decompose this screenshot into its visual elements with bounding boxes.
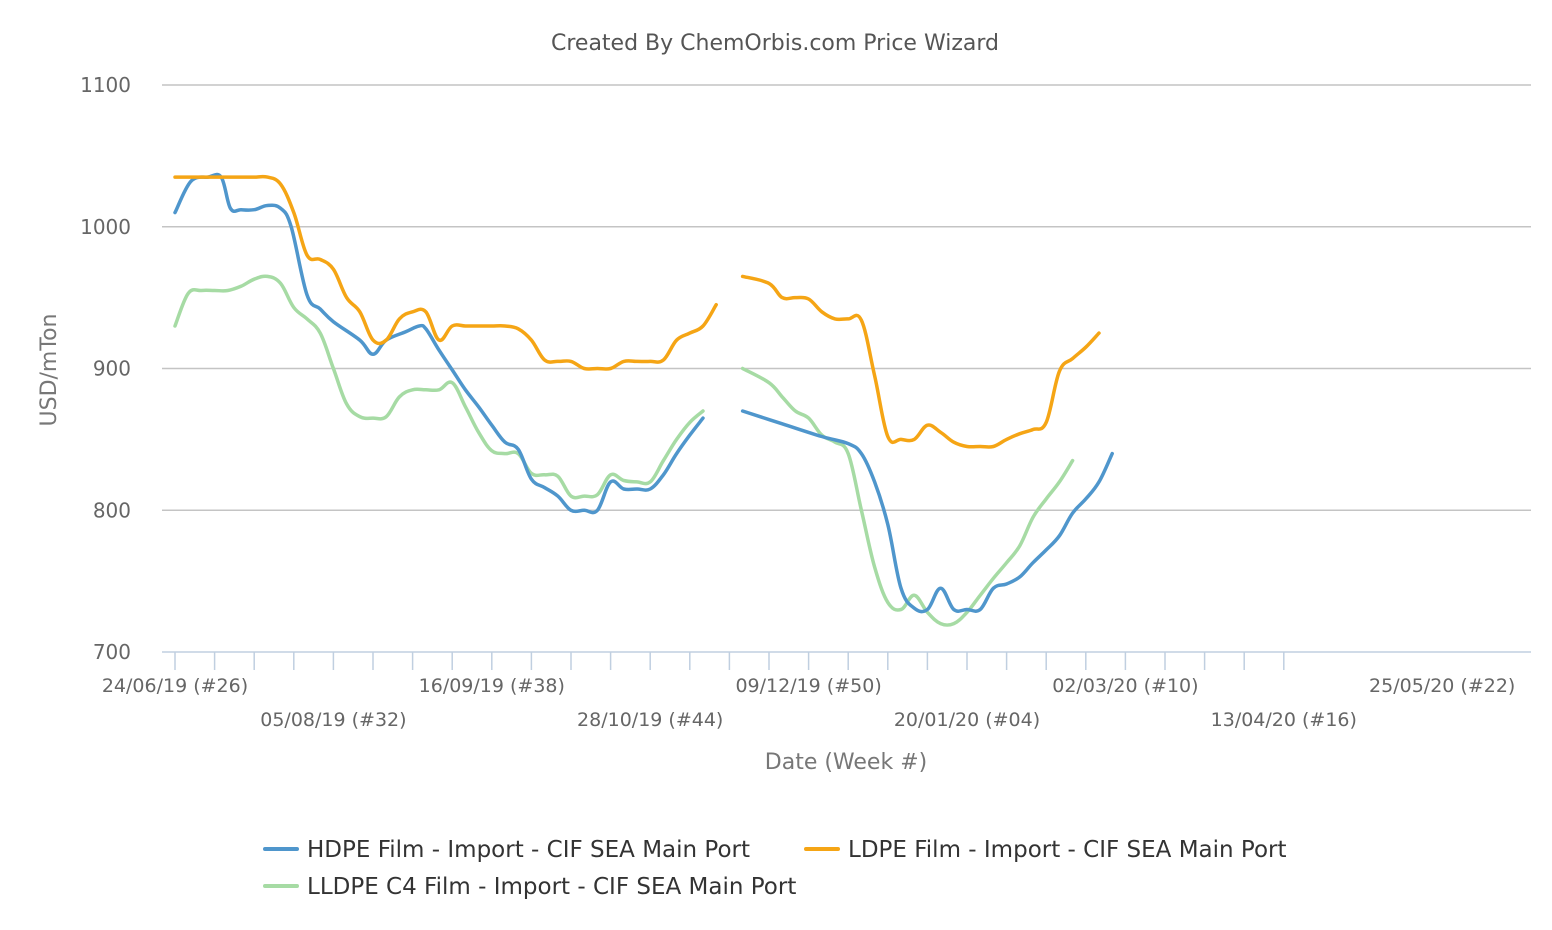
x-tick-label: 16/09/19 (#38) [419,675,565,697]
y-tick-label: 800 [93,498,131,522]
legend-label: HDPE Film - Import - CIF SEA Main Port [307,837,750,863]
x-tick-label: 02/03/20 (#10) [1052,675,1198,697]
series-line-hdpe-segment-2 [740,409,1114,614]
chart-title: Created By ChemOrbis.com Price Wizard [551,31,999,56]
x-tick-label: 25/05/20 (#22) [1369,675,1515,697]
grid-lines [162,84,1531,511]
legend-label: LDPE Film - Import - CIF SEA Main Port [848,837,1287,863]
legend-item-lldpe[interactable]: LLDPE C4 Film - Import - CIF SEA Main Po… [263,874,796,900]
y-tick-label: 1100 [80,73,131,97]
series-lines [173,172,1114,627]
legend-label: LLDPE C4 Film - Import - CIF SEA Main Po… [307,874,796,900]
y-axis-ticks: 700 800 900 1000 1100 [80,73,131,664]
x-axis-title: Date (Week #) [765,750,927,775]
x-tick-label: 09/12/19 (#50) [735,675,881,697]
series-line-lldpe-segment-2 [740,366,1075,627]
legend-item-ldpe[interactable]: LDPE Film - Import - CIF SEA Main Port [804,837,1287,863]
x-tick-label: 13/04/20 (#16) [1211,709,1357,731]
y-tick-label: 700 [93,640,131,664]
y-axis-title: USD/mTon [37,314,62,427]
series-line-ldpe [173,174,718,371]
x-tick-label: 20/01/20 (#04) [894,709,1040,731]
legend-item-hdpe[interactable]: HDPE Film - Import - CIF SEA Main Port [263,837,750,863]
x-tick-label: 24/06/19 (#26) [102,675,248,697]
series-line-hdpe [173,172,705,515]
series-line-ldpe-segment-2 [740,274,1101,449]
y-tick-label: 1000 [80,215,131,239]
series-line-lldpe [173,274,705,500]
y-tick-label: 900 [93,357,131,381]
x-tick-label: 28/10/19 (#44) [577,709,723,731]
x-tick-label: 05/08/19 (#32) [260,709,406,731]
x-axis-ticks: 24/06/19 (#26) 05/08/19 (#32) 16/09/19 (#3… [102,652,1515,731]
legend: HDPE Film - Import - CIF SEA Main Port LD… [263,837,1287,900]
